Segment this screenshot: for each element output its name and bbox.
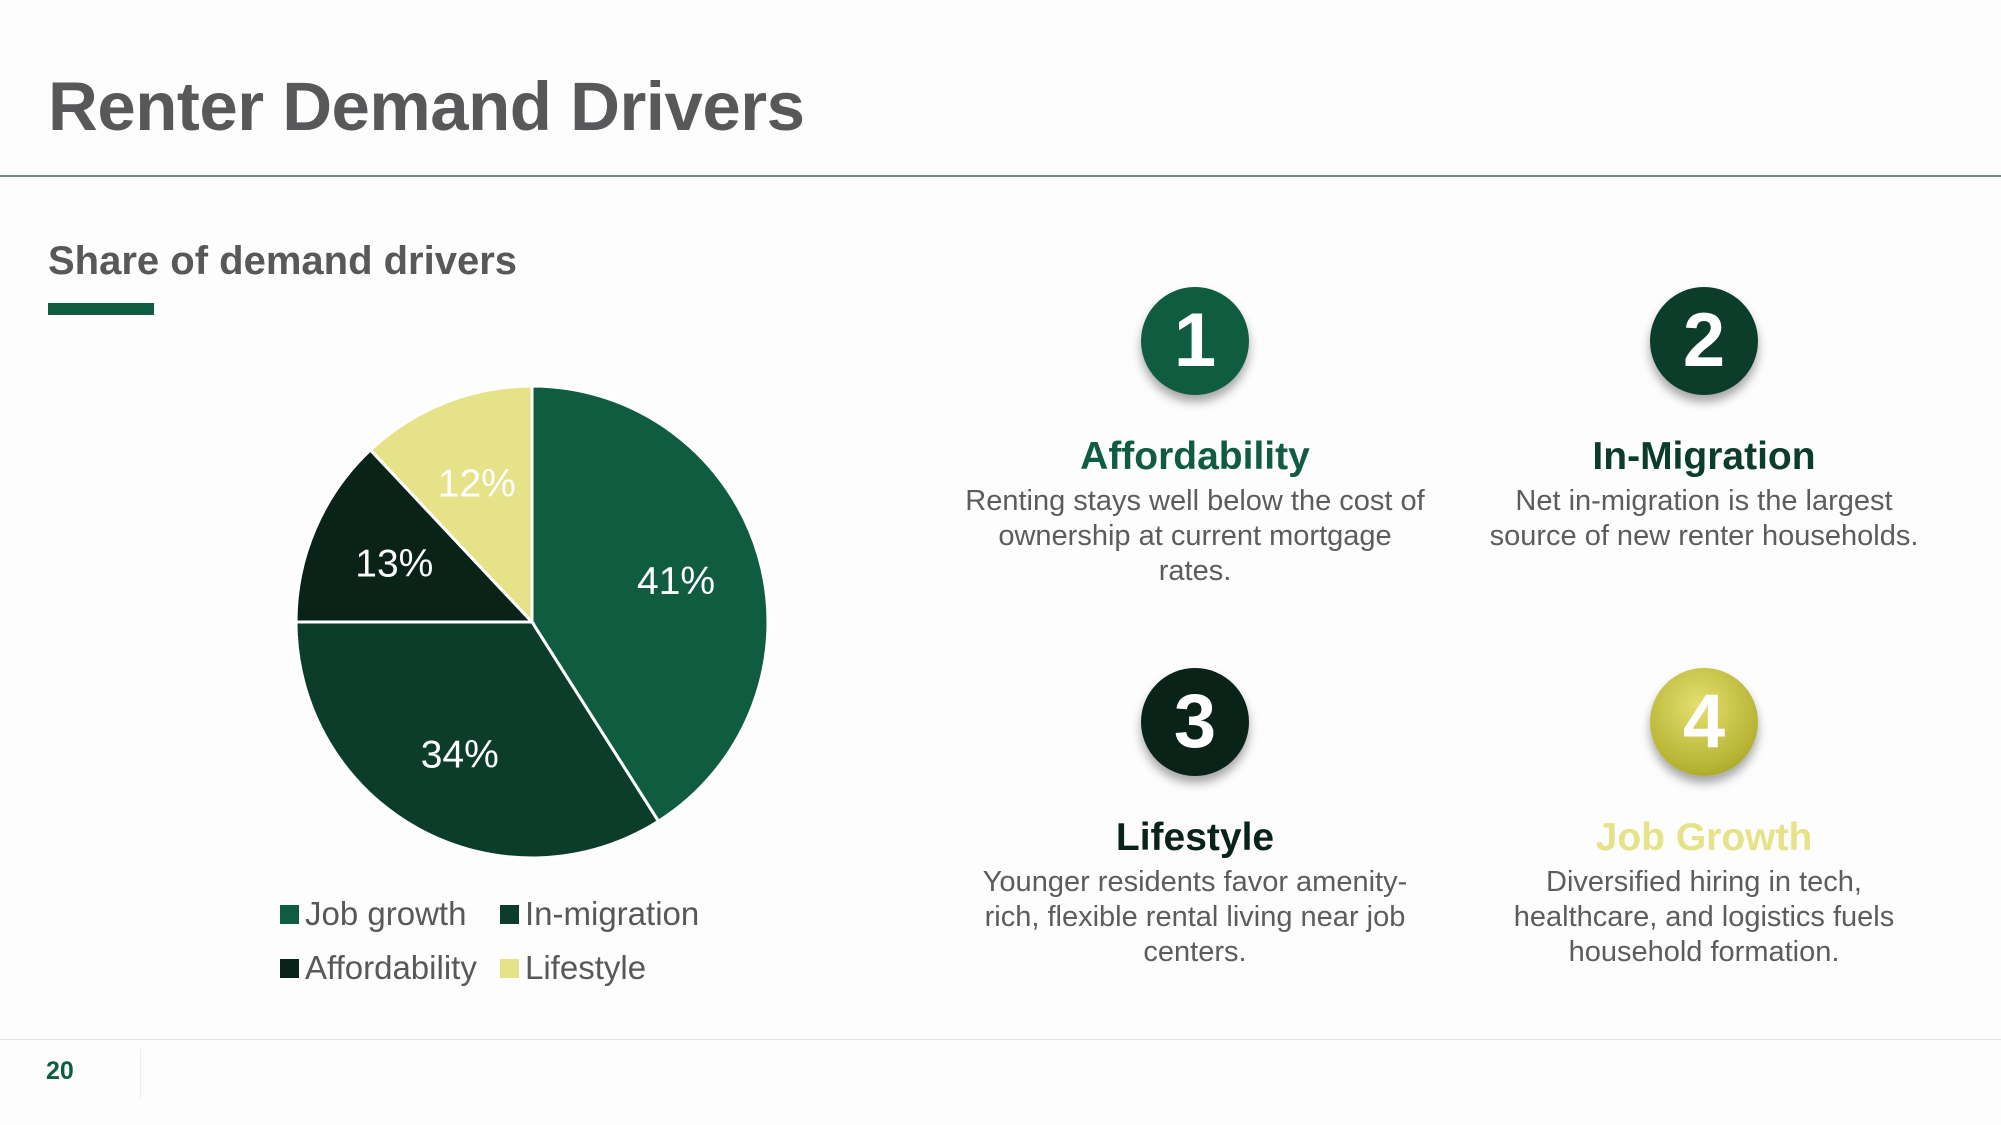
legend-label: In-migration: [525, 895, 700, 932]
driver-description: Younger residents favor amenity-rich, fl…: [982, 866, 1408, 968]
number-badge-icon: 1: [1141, 287, 1249, 395]
driver-title: Affordability: [1080, 435, 1310, 478]
legend-swatch: [280, 958, 299, 978]
legend-label: Affordability: [305, 949, 477, 986]
number-badge-icon: 2: [1650, 287, 1758, 395]
data-label-in-migration: 34%: [421, 733, 499, 776]
number-badge-icon: 4: [1650, 668, 1758, 776]
driver-description: Net in-migration is the largest source o…: [1489, 485, 1919, 552]
slide-title: Renter Demand Drivers: [48, 68, 805, 145]
legend-item-in-migration: In-migration: [500, 895, 720, 933]
number-badge-icon: 3: [1141, 668, 1249, 776]
driver-card-in-migration: 2 In-Migration Net in-migration is the l…: [1474, 287, 1934, 554]
driver-description: Renting stays well below the cost of own…: [965, 485, 1425, 587]
legend-label: Job growth: [305, 895, 467, 932]
legend-item-lifestyle: Lifestyle: [500, 949, 720, 987]
footer-divider: [0, 1039, 2001, 1040]
data-label-affordability: 13%: [355, 542, 433, 585]
legend-swatch: [280, 904, 299, 924]
page-number: 20: [46, 1057, 74, 1085]
driver-title: In-Migration: [1592, 435, 1816, 478]
pie-slice-affordability: [294, 447, 536, 624]
data-label-job-growth: 41%: [637, 560, 715, 603]
legend-label: Lifestyle: [525, 949, 647, 986]
data-label-lifestyle: 12%: [438, 463, 516, 506]
chart-legend: Job growth In-migration Affordability Li…: [280, 895, 740, 987]
footer-separator: [140, 1049, 141, 1099]
legend-swatch: [500, 958, 519, 978]
legend-item-affordability: Affordability: [280, 949, 500, 987]
section-accent-bar: [48, 303, 154, 315]
driver-description: Diversified hiring in tech, healthcare, …: [1513, 866, 1895, 968]
chart-section-title: Share of demand drivers: [48, 239, 518, 283]
driver-card-lifestyle: 3 Lifestyle Younger residents favor amen…: [965, 668, 1425, 970]
pie-slice-lifestyle: [368, 384, 534, 626]
title-divider: [0, 175, 2001, 177]
driver-card-job-growth: 4 Job Growth Diversified hiring in tech,…: [1474, 668, 1934, 970]
driver-card-affordability: 1 Affordability Renting stays well below…: [965, 287, 1425, 589]
legend-swatch: [500, 904, 519, 924]
pie-slice-in-migration: [294, 620, 661, 860]
driver-title: Lifestyle: [1115, 816, 1275, 859]
legend-item-job-growth: Job growth: [280, 895, 500, 933]
driver-title: Job Growth: [1595, 816, 1813, 859]
